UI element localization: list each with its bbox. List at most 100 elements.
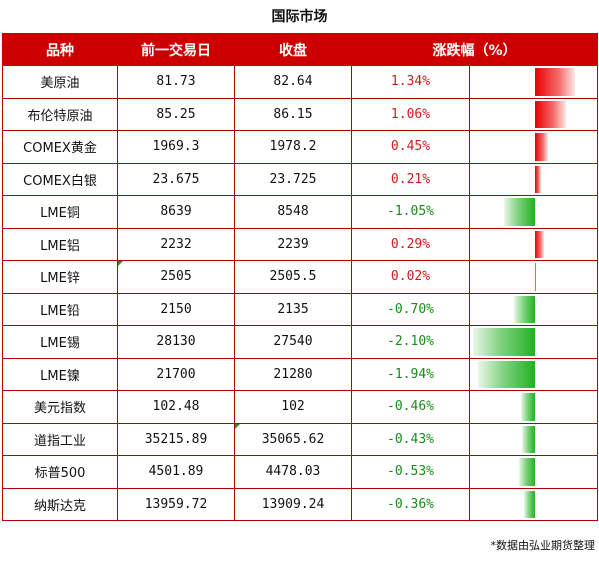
cell-name: 纳斯达克 [2,487,118,521]
cell-name: 标普500 [2,455,118,489]
header-name: 品种 [2,33,118,66]
cell-change-bar [469,260,598,294]
cell-prev: 2232 [117,227,235,261]
table-row: LME镍 21700 21280 -1.94% [2,357,598,391]
market-table: 品种 前一交易日 收盘 涨跌幅（%） 美原油 81.73 82.64 1.34% 布伦特… [2,33,598,521]
change-bar [477,360,535,388]
change-bar [519,458,535,486]
cell-change: -1.94% [351,357,470,391]
cell-close: 2239 [234,227,352,261]
change-bar [521,393,535,421]
cell-name: 布伦特原油 [2,97,118,131]
cell-name: LME铜 [2,195,118,229]
change-bar [535,100,567,128]
change-bar [524,490,535,518]
cell-change: 0.21% [351,162,470,196]
header-change: 涨跌幅（%） [351,33,598,66]
table-row: 布伦特原油 85.25 86.15 1.06% [2,97,598,131]
cell-name: 道指工业 [2,422,118,456]
cell-change-bar [469,455,598,489]
cell-close: 82.64 [234,65,352,99]
table-row: 道指工业 35215.89 35065.62 -0.43% [2,422,598,456]
cell-close: 4478.03 [234,455,352,489]
table-row: LME铜 8639 8548 -1.05% [2,195,598,229]
table-row: LME铅 2150 2135 -0.70% [2,292,598,326]
cell-change-bar [469,65,598,99]
cell-close: 1978.2 [234,130,352,164]
cell-change: -0.70% [351,292,470,326]
cell-comment-marker [118,261,123,266]
cell-prev: 1969.3 [117,130,235,164]
cell-prev: 28130 [117,325,235,359]
cell-change: -2.10% [351,325,470,359]
cell-close: 13909.24 [234,487,352,521]
table-row: 纳斯达克 13959.72 13909.24 -0.36% [2,487,598,521]
cell-change-bar [469,487,598,521]
cell-prev: 2505 [117,260,235,294]
cell-change-bar [469,390,598,424]
cell-prev: 102.48 [117,390,235,424]
cell-change-bar [469,292,598,326]
cell-close: 8548 [234,195,352,229]
cell-comment-marker [235,423,240,429]
cell-close: 23.725 [234,162,352,196]
cell-close: 21280 [234,357,352,391]
page-title: 国际市场 [271,9,328,25]
cell-close: 102 [234,390,352,424]
table-row: COMEX黄金 1969.3 1978.2 0.45% [2,130,598,164]
cell-close: 35065.62 [234,422,352,456]
cell-prev: 13959.72 [117,487,235,521]
header-close: 收盘 [234,33,352,66]
cell-name: 美元指数 [2,390,118,424]
cell-name: COMEX黄金 [2,130,118,164]
cell-change-bar [469,130,598,164]
cell-prev: 8639 [117,195,235,229]
cell-name: LME铅 [2,292,118,326]
cell-prev: 2150 [117,292,235,326]
table-row: LME铝 2232 2239 0.29% [2,227,598,261]
cell-name: LME锌 [2,260,118,294]
cell-change-bar [469,162,598,196]
table-row: COMEX白银 23.675 23.725 0.21% [2,162,598,196]
cell-change: -0.36% [351,487,470,521]
cell-change: -0.46% [351,390,470,424]
cell-name: 美原油 [2,65,118,99]
cell-close: 27540 [234,325,352,359]
cell-change: 1.06% [351,97,470,131]
cell-change-bar [469,195,598,229]
cell-change-bar [469,422,598,456]
change-bar [504,198,535,226]
cell-change: 0.29% [351,227,470,261]
header-prev: 前一交易日 [117,33,235,66]
cell-change-bar [469,97,598,131]
cell-close: 2135 [234,292,352,326]
cell-change-bar [469,325,598,359]
cell-name: LME铝 [2,227,118,261]
change-bar [522,425,535,453]
cell-change: -0.43% [351,422,470,456]
source-note: *数据由弘业期货整理 [490,539,596,552]
table-row: 美原油 81.73 82.64 1.34% [2,65,598,99]
table-body: 美原油 81.73 82.64 1.34% 布伦特原油 85.25 86.15 1.06% CO… [2,65,598,521]
change-bar [535,263,536,291]
cell-change-bar [469,357,598,391]
table-header-row: 品种 前一交易日 收盘 涨跌幅（%） [2,33,598,66]
table-row: LME锌 2505 2505.5 0.02% [2,260,598,294]
cell-change: 0.02% [351,260,470,294]
change-bar [535,133,549,161]
cell-prev: 85.25 [117,97,235,131]
cell-name: COMEX白银 [2,162,118,196]
cell-change-bar [469,227,598,261]
table-row: 美元指数 102.48 102 -0.46% [2,390,598,424]
change-bar [473,328,535,356]
cell-prev: 35215.89 [117,422,235,456]
table-row: LME锡 28130 27540 -2.10% [2,325,598,359]
cell-close: 86.15 [234,97,352,131]
cell-change: -0.53% [351,455,470,489]
change-bar [535,230,544,258]
cell-prev: 23.675 [117,162,235,196]
cell-name: LME镍 [2,357,118,391]
table-row: 标普500 4501.89 4478.03 -0.53% [2,455,598,489]
cell-prev: 21700 [117,357,235,391]
cell-change: 1.34% [351,65,470,99]
